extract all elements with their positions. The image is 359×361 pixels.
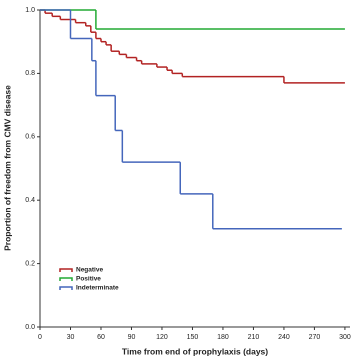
- y-tick-label: 1.0: [25, 7, 35, 14]
- y-tick-label: 0.4: [25, 197, 35, 204]
- y-tick-label: 0.2: [25, 260, 35, 267]
- x-tick-label: 60: [97, 334, 105, 341]
- legend-label: Indeterminate: [76, 285, 119, 292]
- legend-swatch: [59, 268, 73, 272]
- x-tick-label: 120: [156, 334, 168, 341]
- y-axis-title: Proportion of freedom from CMV disease: [2, 85, 12, 251]
- x-tick-label: 210: [248, 334, 260, 341]
- x-tick-label: 270: [309, 334, 321, 341]
- legend-swatch: [59, 286, 73, 290]
- y-tick-label: 0.6: [25, 134, 35, 141]
- x-tick-label: 30: [67, 334, 75, 341]
- x-tick-label: 180: [217, 334, 229, 341]
- y-tick-label: 0.8: [25, 70, 35, 77]
- x-tick-label: 0: [38, 334, 42, 341]
- legend-swatch: [59, 277, 73, 281]
- x-tick-label: 150: [187, 334, 199, 341]
- y-tick-label: 0.0: [25, 324, 35, 331]
- x-tick-label: 300: [339, 334, 351, 341]
- x-tick-label: 90: [128, 334, 136, 341]
- x-axis-title: Time from end of prophylaxis (days): [122, 346, 268, 356]
- x-tick-label: 240: [278, 334, 290, 341]
- legend-label: Negative: [76, 267, 103, 274]
- legend-label: Positive: [76, 276, 101, 283]
